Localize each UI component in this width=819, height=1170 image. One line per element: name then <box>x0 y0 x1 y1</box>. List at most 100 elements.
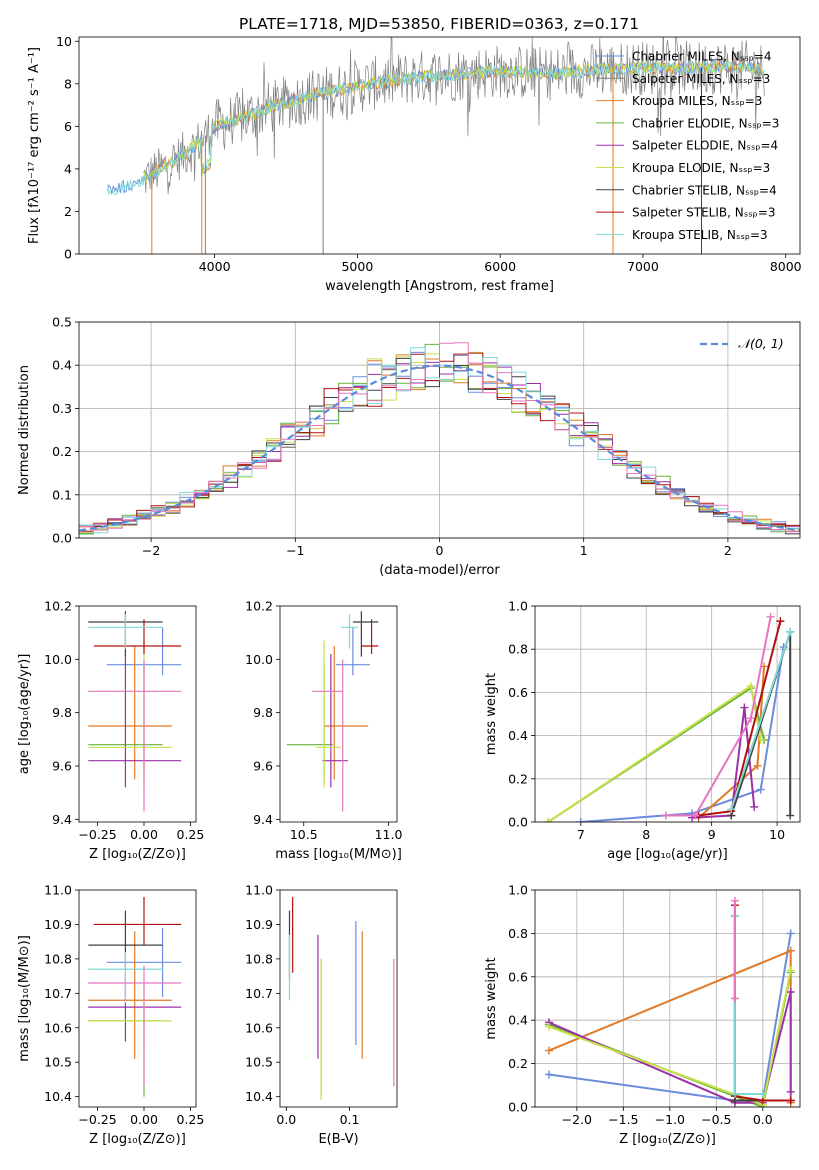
y-axis-label: age [log₁₀(age/yr)] <box>17 654 32 775</box>
weight-point-marker <box>786 929 795 938</box>
legend-label: Kroupa MILES, Nₛₛₚ=3 <box>632 94 762 108</box>
weight-point-marker <box>776 617 785 626</box>
weight-point-marker <box>730 896 739 905</box>
weight-point-marker <box>786 627 795 636</box>
y-tick-label: 0.4 <box>508 1013 528 1028</box>
x-tick-label: 10 <box>769 827 785 842</box>
panel-mass-vs-Z: −0.25 0.00 0.25 10.4 10.5 10.6 10.7 10.8 10.9 11.… <box>17 883 204 1148</box>
weight-point-marker <box>661 811 670 820</box>
x-tick-label: 6000 <box>484 259 516 274</box>
y-tick-label: 10 <box>56 34 72 49</box>
legend-label: Chabrier STELIB, Nₛₛₚ=4 <box>632 183 777 197</box>
y-tick-label: 0.1 <box>52 487 72 502</box>
x-tick-label: 5000 <box>341 259 373 274</box>
x-tick-label: 2 <box>724 543 732 558</box>
weight-point-marker <box>544 1070 553 1079</box>
x-tick-label: 0 <box>436 543 444 558</box>
x-tick-label: −1 <box>286 543 304 558</box>
x-tick-label: 0.0 <box>276 1112 296 1127</box>
legend-label: Salpeter MILES, Nₛₛₚ=3 <box>632 72 770 86</box>
residuals-legend: 𝒩(0, 1) <box>700 336 784 351</box>
x-tick-label: 9 <box>708 827 716 842</box>
weight-point-marker <box>727 805 736 814</box>
x-tick-label: 7 <box>577 827 585 842</box>
histogram-series <box>79 357 800 535</box>
plot-area <box>79 342 800 535</box>
y-tick-label: 11.0 <box>44 883 72 898</box>
y-tick-label: 0.6 <box>508 685 528 700</box>
legend-label: Kroupa ELODIE, Nₛₛₚ=3 <box>632 161 770 175</box>
plot-area <box>88 896 182 1097</box>
weight-point-marker <box>746 681 755 690</box>
legend-label: Chabrier MILES, Nₛₛₚ=4 <box>632 50 772 64</box>
x-axis-label: mass [log₁₀(M/M⊙)] <box>275 847 402 862</box>
y-tick-label: 10.4 <box>44 1089 72 1104</box>
weight-point-marker <box>730 994 739 1003</box>
y-tick-label: 10.9 <box>245 917 273 932</box>
normal-curve <box>79 364 800 532</box>
x-tick-label: 7000 <box>627 259 659 274</box>
y-tick-label: 0.8 <box>508 926 528 941</box>
y-tick-label: 9.6 <box>52 759 72 774</box>
plot-frame <box>78 36 801 255</box>
x-tick-label: 0.00 <box>130 1112 158 1127</box>
legend-label: Salpeter ELODIE, Nₛₛₚ=4 <box>632 139 778 153</box>
y-tick-label: 0 <box>64 247 72 262</box>
x-tick-label: 0.25 <box>177 827 205 842</box>
plot-frame <box>78 321 801 539</box>
weight-point-marker <box>740 703 749 712</box>
legend-label: Salpeter STELIB, Nₛₛₚ=3 <box>632 206 776 220</box>
weight-point-marker <box>544 818 553 822</box>
plot-frame <box>534 605 801 823</box>
weight-point-marker <box>753 761 762 770</box>
y-tick-label: 0.3 <box>52 401 72 416</box>
weight-point-marker <box>786 987 795 996</box>
y-tick-label: 10.2 <box>245 599 273 614</box>
weight-point-marker <box>750 802 759 811</box>
y-tick-label: 10.5 <box>245 1055 273 1070</box>
weight-point-marker <box>786 966 795 975</box>
plot-frame <box>78 889 197 1108</box>
y-tick-label: 10.5 <box>44 1055 72 1070</box>
y-tick-label: 0.2 <box>508 1056 528 1071</box>
y-tick-label: 0.8 <box>508 642 528 657</box>
y-tick-label: 6 <box>64 119 72 134</box>
legend-label: Kroupa STELIB, Nₛₛₚ=3 <box>632 228 768 242</box>
x-tick-label: 0.0 <box>753 1112 773 1127</box>
y-tick-label: 0.2 <box>508 771 528 786</box>
plot-frame <box>78 605 197 823</box>
y-tick-label: 1.0 <box>508 883 528 898</box>
weight-point-marker <box>758 1089 767 1098</box>
y-tick-label: 0.0 <box>508 815 528 830</box>
panel-weight-vs-age: 7 8 9 10 0.0 0.2 0.4 0.6 0.8 1.0 age [log₁₀(age/yr… <box>484 599 801 862</box>
histogram-series <box>79 347 800 534</box>
y-tick-label: 0.4 <box>52 358 72 373</box>
weight-point-marker <box>756 785 765 794</box>
weight-point-marker <box>786 1096 795 1105</box>
plot-area <box>288 896 395 1101</box>
weight-series-line <box>665 616 772 817</box>
plot-area <box>286 611 379 812</box>
plot-area <box>544 896 795 1107</box>
y-tick-label: 11.0 <box>245 883 273 898</box>
y-tick-label: 0.2 <box>52 444 72 459</box>
plot-area <box>88 611 182 812</box>
x-tick-label: −0.25 <box>78 827 116 842</box>
weight-point-marker <box>766 612 775 621</box>
figure-title: PLATE=1718, MJD=53850, FIBERID=0363, z=0… <box>239 15 639 33</box>
y-axis-label: Normed distribution <box>17 365 32 495</box>
legend-label: Chabrier ELODIE, Nₛₛₚ=3 <box>632 116 779 130</box>
weight-point-marker <box>786 811 795 820</box>
x-tick-label: 1 <box>580 543 588 558</box>
weight-point-marker <box>576 818 585 822</box>
spectrum-data <box>143 37 765 195</box>
y-tick-label: 10.7 <box>44 986 72 1001</box>
weight-point-marker <box>786 1087 795 1096</box>
y-tick-label: 10.0 <box>44 652 72 667</box>
x-tick-label: −1.0 <box>655 1112 685 1127</box>
x-axis-label: E(B-V) <box>318 1132 358 1147</box>
plot-area <box>544 612 795 822</box>
y-tick-label: 1.0 <box>508 599 528 614</box>
plot-area <box>107 37 765 254</box>
